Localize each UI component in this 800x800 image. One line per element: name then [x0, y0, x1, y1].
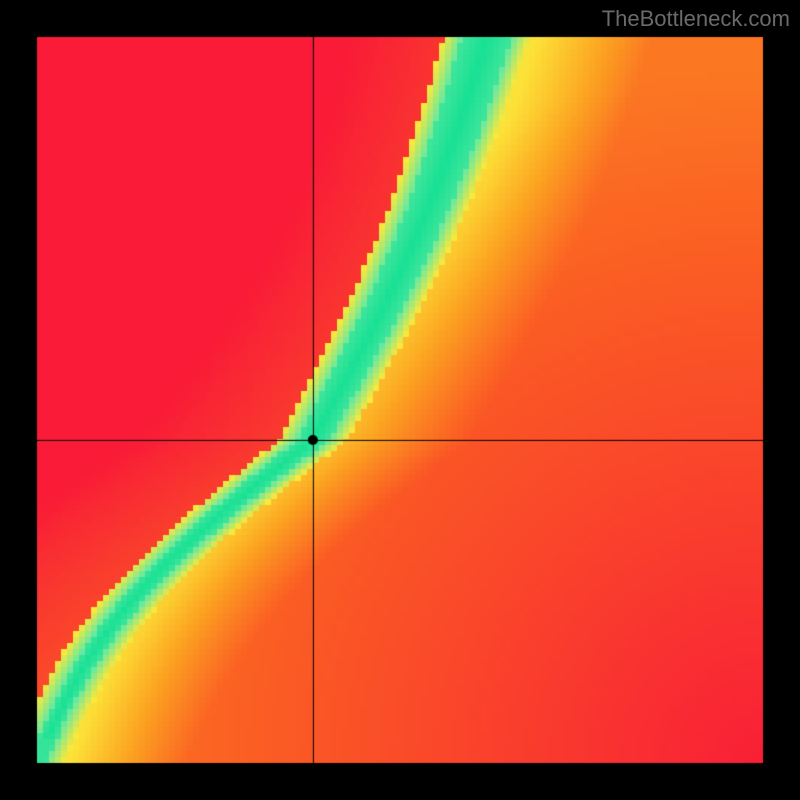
watermark-text: TheBottleneck.com — [602, 6, 790, 32]
bottleneck-heatmap — [0, 0, 800, 800]
